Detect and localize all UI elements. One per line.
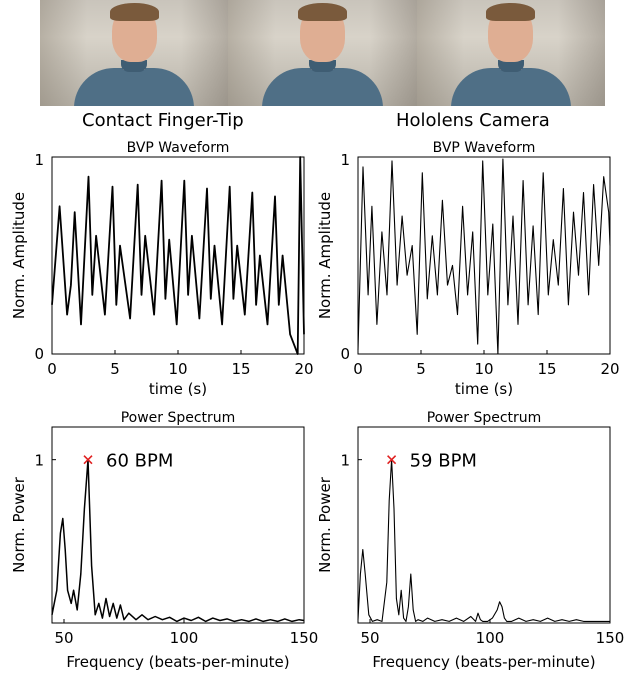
x-axis-label: time (s) xyxy=(149,380,207,398)
y-tick-label: 0 xyxy=(340,345,350,363)
chart-title: Power Spectrum xyxy=(121,410,236,426)
column-title-right: Hololens Camera xyxy=(396,110,550,131)
chart-title: BVP Waveform xyxy=(433,140,536,156)
x-axis-label: Frequency (beats-per-minute) xyxy=(66,653,289,671)
x-tick-label: 150 xyxy=(596,629,625,647)
y-tick-label: 0 xyxy=(34,345,44,363)
x-tick-label: 5 xyxy=(416,360,426,378)
x-axis-label: Frequency (beats-per-minute) xyxy=(372,653,595,671)
x-tick-label: 0 xyxy=(353,360,363,378)
series-line xyxy=(357,459,610,622)
plot-frame xyxy=(51,156,305,355)
x-tick-label: 20 xyxy=(294,360,313,378)
x-tick-label: 10 xyxy=(168,360,187,378)
x-tick-label: 10 xyxy=(474,360,493,378)
chart-title: Power Spectrum xyxy=(427,410,542,426)
video-frame-strip xyxy=(40,0,605,106)
x-tick-label: 100 xyxy=(170,629,199,647)
x-axis-label: time (s) xyxy=(455,380,513,398)
plot-frame xyxy=(51,426,305,624)
series-line xyxy=(51,458,305,623)
peak-marker xyxy=(387,455,397,465)
x-tick-label: 50 xyxy=(54,629,73,647)
x-tick-label: 0 xyxy=(47,360,57,378)
x-tick-label: 5 xyxy=(110,360,120,378)
y-tick-label: 1 xyxy=(340,452,350,470)
y-axis-label: Norm. Amplitude xyxy=(316,192,334,319)
chart-title: BVP Waveform xyxy=(127,140,230,156)
y-axis-label: Norm. Amplitude xyxy=(10,192,28,319)
x-tick-label: 15 xyxy=(537,360,556,378)
x-tick-label: 150 xyxy=(290,629,319,647)
video-frame-1 xyxy=(40,0,229,106)
series-line xyxy=(51,156,305,355)
y-tick-label: 1 xyxy=(34,452,44,470)
y-tick-label: 1 xyxy=(34,151,44,169)
x-tick-label: 20 xyxy=(600,360,619,378)
video-frame-2 xyxy=(228,0,417,106)
y-tick-label: 1 xyxy=(340,151,350,169)
x-tick-label: 15 xyxy=(231,360,250,378)
peak-label: 60 BPM xyxy=(106,451,173,472)
x-tick-label: 50 xyxy=(360,629,379,647)
y-axis-label: Norm. Power xyxy=(316,476,334,573)
peak-label: 59 BPM xyxy=(410,451,477,472)
series-line xyxy=(357,158,611,355)
video-frame-3 xyxy=(416,0,605,106)
column-title-left: Contact Finger-Tip xyxy=(82,110,244,131)
x-tick-label: 100 xyxy=(476,629,505,647)
peak-marker xyxy=(83,455,93,465)
y-axis-label: Norm. Power xyxy=(10,476,28,573)
plot-frame xyxy=(357,426,611,624)
